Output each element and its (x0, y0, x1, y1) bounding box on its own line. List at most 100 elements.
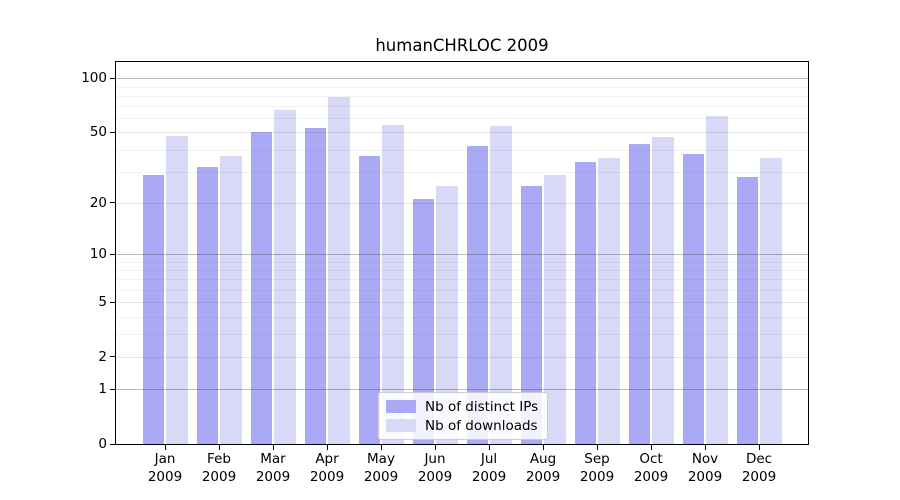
gridline (116, 389, 808, 391)
x-tick-mark (488, 445, 490, 450)
y-tick-label: 5 (98, 294, 107, 310)
gridline (116, 132, 808, 134)
y-tick-label: 100 (81, 70, 107, 87)
gridline (116, 302, 808, 303)
y-tick-label: 1 (98, 381, 107, 398)
y-tick-mark (110, 253, 115, 255)
y-tick-mark (110, 301, 115, 303)
bar-distinct-ips (358, 155, 380, 444)
x-tick-year: 2009 (741, 469, 777, 485)
x-tick-month: Jun (424, 451, 446, 467)
x-tick-label: Nov 2009 (673, 450, 737, 486)
legend-swatch-downloads (386, 419, 416, 432)
bar-distinct-ips (304, 127, 326, 444)
x-tick-year: 2009 (147, 469, 183, 485)
gridline (116, 254, 808, 255)
x-tick-label: Mar 2009 (241, 450, 305, 486)
x-tick-label: Jan 2009 (133, 450, 197, 486)
gridline (116, 289, 808, 291)
legend-label: Nb of downloads (425, 417, 538, 434)
legend-swatch-distinct-ips (386, 400, 416, 413)
gridline (116, 316, 808, 318)
x-tick-mark (650, 445, 652, 450)
x-tick-month: Apr (315, 451, 339, 467)
x-tick-mark (326, 445, 328, 450)
y-tick-label: 10 (89, 246, 107, 262)
x-tick-label: Jul 2009 (457, 450, 521, 486)
x-tick-label: Sep 2009 (565, 450, 629, 486)
x-tick-label: Oct 2009 (619, 450, 683, 486)
x-tick-month: Nov (691, 451, 719, 467)
legend-row: Nb of downloads (386, 416, 538, 435)
gridline (116, 149, 808, 151)
y-tick-mark (110, 202, 115, 204)
x-tick-mark (704, 445, 706, 450)
x-tick-month: Feb (207, 451, 231, 467)
x-tick-year: 2009 (255, 469, 291, 485)
y-tick-label: 0 (98, 436, 107, 452)
x-tick-mark (272, 445, 274, 450)
x-tick-label: Feb 2009 (187, 450, 251, 486)
bar-distinct-ips (628, 144, 650, 444)
x-tick-year: 2009 (201, 469, 237, 485)
bar-downloads (436, 185, 458, 444)
x-tick-label: May 2009 (349, 450, 413, 486)
gridline (116, 106, 808, 108)
y-tick-label: 20 (89, 194, 107, 211)
x-tick-month: Mar (260, 451, 286, 467)
gridline (116, 95, 808, 97)
y-tick-mark (110, 443, 115, 445)
x-tick-mark (218, 445, 220, 450)
bar-downloads (220, 155, 242, 444)
bar-downloads (544, 174, 566, 444)
y-tick-mark (110, 131, 115, 133)
y-tick-label: 50 (89, 124, 107, 141)
gridline (116, 202, 808, 204)
bar-distinct-ips (574, 162, 596, 444)
gridline (116, 118, 808, 120)
x-tick-year: 2009 (687, 469, 723, 485)
x-tick-year: 2009 (309, 469, 345, 485)
bar-downloads (652, 137, 674, 444)
x-tick-month: Oct (639, 451, 663, 467)
y-tick-mark (110, 356, 115, 358)
bar-downloads (490, 126, 512, 444)
bar-downloads (166, 135, 188, 444)
x-tick-year: 2009 (525, 469, 561, 485)
x-tick-label: Jun 2009 (403, 450, 467, 486)
bar-downloads (760, 157, 782, 444)
x-tick-month: Jul (480, 451, 498, 467)
chart-title: humanCHRLOC 2009 (375, 36, 549, 55)
gridline (116, 86, 808, 88)
bar-distinct-ips (520, 185, 542, 444)
x-tick-year: 2009 (363, 469, 399, 485)
bar-downloads (274, 109, 296, 444)
bar-distinct-ips (196, 166, 218, 444)
gridline (116, 269, 808, 271)
x-tick-month: Dec (745, 451, 773, 467)
bar-distinct-ips (142, 174, 164, 444)
gridline (116, 171, 808, 173)
y-tick-mark (110, 77, 115, 79)
bar-distinct-ips (736, 177, 758, 444)
x-tick-mark (380, 445, 382, 450)
bar-distinct-ips (682, 153, 704, 444)
x-tick-month: May (367, 451, 395, 467)
x-tick-month: Aug (529, 451, 557, 467)
x-tick-label: Aug 2009 (511, 450, 575, 486)
bar-downloads (328, 96, 350, 444)
gridline (116, 279, 808, 281)
x-tick-label: Dec 2009 (727, 450, 791, 486)
gridline (116, 78, 808, 80)
x-tick-mark (434, 445, 436, 450)
gridline (116, 334, 808, 336)
x-tick-mark (758, 445, 760, 450)
y-tick-label: 2 (98, 348, 107, 365)
x-tick-mark (596, 445, 598, 450)
bar-distinct-ips (250, 132, 272, 444)
bar-downloads (706, 115, 728, 444)
legend-row: Nb of distinct IPs (386, 397, 538, 416)
x-tick-month: Sep (584, 451, 610, 467)
x-tick-mark (164, 445, 166, 450)
